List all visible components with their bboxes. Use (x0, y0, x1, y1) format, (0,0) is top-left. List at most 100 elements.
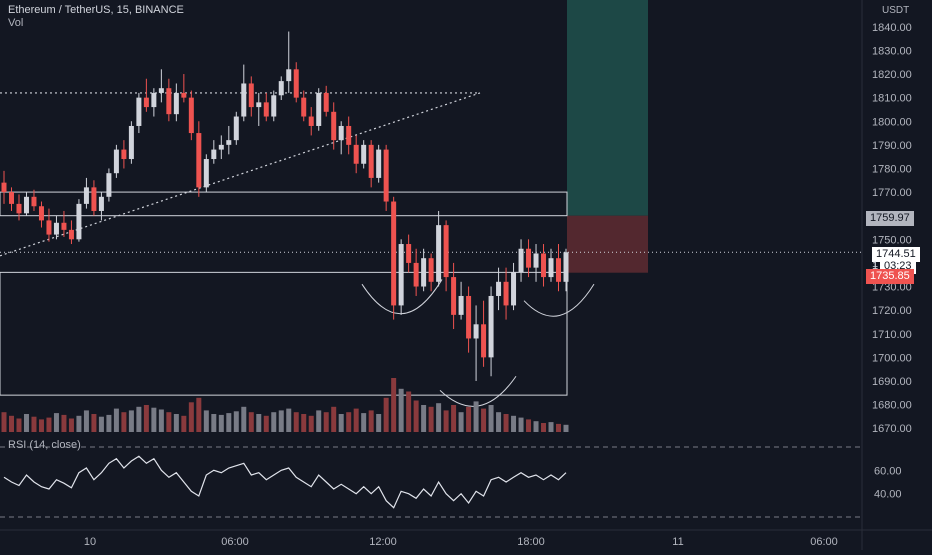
price-tick-label: 1700.00 (872, 352, 912, 364)
price-tick-label: 1710.00 (872, 329, 912, 341)
candle-body (383, 149, 389, 202)
price-tick-label: 1780.00 (872, 163, 912, 175)
volume-bar (263, 415, 269, 432)
candle-body (188, 97, 194, 134)
candle-body (391, 201, 397, 306)
volume-bar (241, 406, 247, 432)
candle-body (158, 88, 164, 93)
candle-body (563, 252, 569, 282)
price-tick-label: 1720.00 (872, 305, 912, 317)
candle-body (233, 116, 239, 141)
candle-body (293, 69, 299, 98)
volume-bar (8, 415, 14, 432)
candle-body (488, 295, 494, 358)
candle-body (263, 102, 269, 117)
volume-bar (451, 405, 457, 432)
volume-bar (248, 412, 254, 432)
volume-bar (443, 410, 449, 432)
candle-body (53, 222, 59, 235)
candle-body (61, 222, 67, 230)
volume-bar (121, 412, 127, 432)
volume-bar (481, 408, 487, 432)
volume-bar (98, 416, 104, 432)
volume-bar (53, 413, 59, 432)
time-tick-label: 06:00 (221, 536, 249, 548)
time-tick-label: 06:00 (810, 536, 838, 548)
candle-body (8, 192, 14, 204)
volume-bar (413, 400, 419, 432)
candle-body (286, 69, 292, 82)
volume-bar (1, 412, 7, 432)
candle-body (203, 159, 209, 188)
volume-bar (68, 418, 74, 432)
volume-bar (361, 413, 367, 432)
candle-body (511, 272, 517, 306)
volume-bar (91, 414, 97, 432)
volume-bar (548, 422, 554, 432)
candle-body (256, 102, 262, 108)
candle-body (241, 83, 247, 117)
candle-body (503, 281, 509, 306)
volume-bar (293, 412, 299, 432)
candle-body (368, 144, 374, 178)
candle-body (406, 244, 412, 263)
candle-body (526, 248, 532, 268)
candle-body (248, 83, 254, 108)
volume-bar (428, 406, 434, 432)
candle-body (361, 144, 367, 164)
candle-body (196, 133, 202, 188)
volume-bar (466, 406, 472, 432)
candle-body (548, 258, 554, 278)
volume-bar (256, 414, 262, 432)
volume-bar (23, 414, 29, 432)
left-shoulder-arc (361, 279, 443, 315)
candle-body (518, 248, 524, 273)
volume-bar (188, 402, 194, 432)
candle-body (68, 229, 74, 240)
volume-bar (316, 410, 322, 432)
candle-body (46, 220, 52, 235)
volume-bar (338, 414, 344, 432)
candle-body (316, 92, 322, 126)
candle-body (308, 116, 314, 126)
volume-bar (31, 416, 37, 432)
volume-bar (331, 406, 337, 432)
candle-body (541, 253, 547, 278)
candle-body (278, 81, 284, 96)
volume-bar (518, 417, 524, 432)
candle-body (353, 144, 359, 164)
price-tick-label: 1820.00 (872, 69, 912, 81)
volume-bar (421, 405, 427, 432)
price-tick-label: 1690.00 (872, 376, 912, 388)
time-tick-label: 18:00 (517, 536, 545, 548)
candle-body (556, 258, 562, 282)
candle-body (181, 92, 187, 98)
currency-label: USDT (882, 5, 910, 16)
candle-body (226, 140, 232, 145)
volume-bar (38, 419, 44, 432)
price-tag-level-a: 1759.97 (866, 211, 914, 226)
candle-body (1, 182, 7, 193)
rsi-tick-label: 40.00 (874, 489, 902, 501)
volume-bar (473, 401, 479, 432)
volume-bar (173, 414, 179, 432)
candle-body (398, 244, 404, 306)
price-tag-level-b: 1735.85 (866, 269, 914, 284)
volume-bar (398, 388, 404, 432)
candle-body (106, 173, 112, 197)
volume-bar (488, 405, 494, 432)
time-tick-label: 11 (672, 536, 683, 548)
time-tick-label: 12:00 (369, 536, 397, 548)
volume-bar (458, 412, 464, 432)
candle-body (91, 187, 97, 211)
volume-bar (166, 412, 172, 432)
volume-bar (353, 408, 359, 432)
price-tick-label: 1810.00 (872, 93, 912, 105)
range-box-upper (0, 191, 568, 217)
rsi-line (3, 455, 567, 509)
volume-bar (196, 397, 202, 432)
volume-bar (16, 418, 22, 432)
rsi-tick-label: 60.00 (874, 465, 902, 477)
